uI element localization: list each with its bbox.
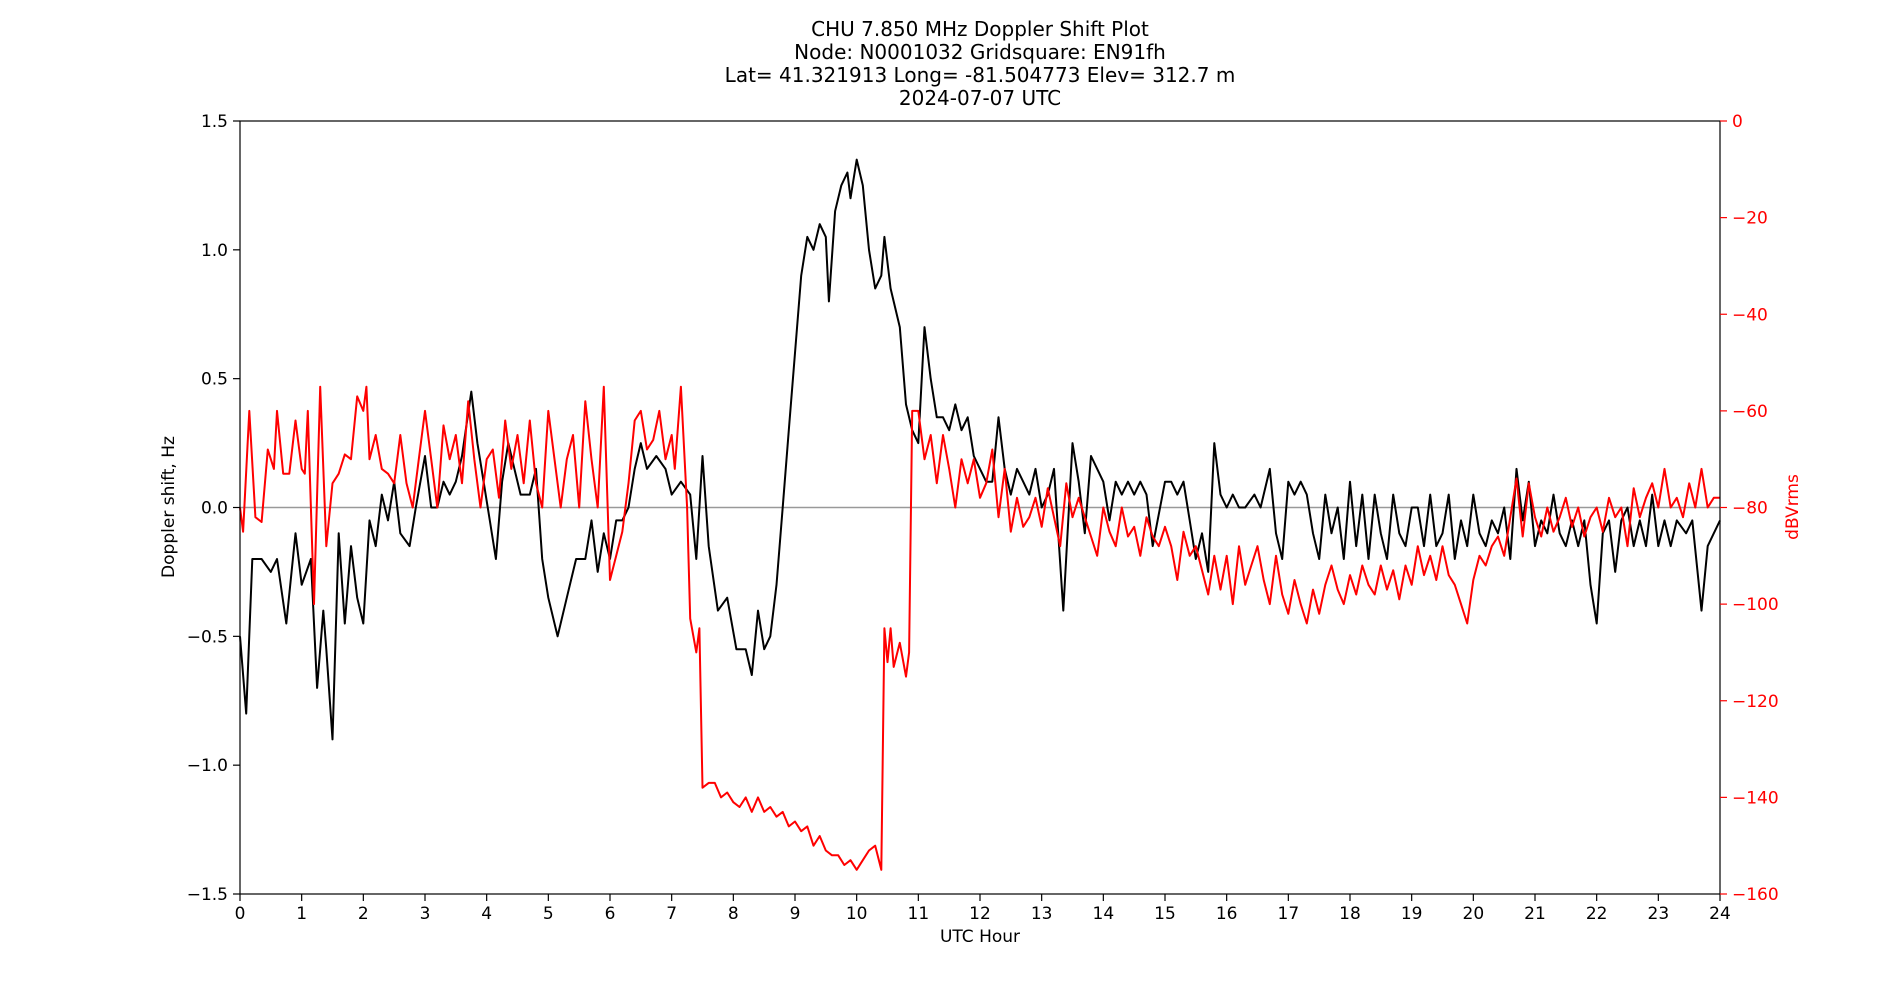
y-left-tick-label: 0.0	[201, 499, 228, 519]
x-tick-label: 10	[846, 904, 868, 924]
y-right-tick-label: −40	[1732, 305, 1768, 325]
chart-title: CHU 7.850 MHz Doppler Shift Plot Node: N…	[725, 17, 1236, 110]
x-tick-label: 1	[296, 904, 307, 924]
x-tick-label: 16	[1216, 904, 1238, 924]
x-tick-label: 2	[358, 904, 369, 924]
y-left-tick-label: −0.5	[187, 627, 228, 647]
x-tick-label: 19	[1401, 904, 1423, 924]
y-left-tick-label: 1.5	[201, 112, 228, 132]
y-right-tick-label: −80	[1732, 499, 1768, 519]
y-right-axis-label: dBVrms	[1783, 474, 1803, 540]
x-tick-label: 5	[543, 904, 554, 924]
y-left-axis-label: Doppler shift, Hz	[159, 436, 179, 578]
y-right-tick-label: −100	[1732, 595, 1779, 615]
y-left-tick-label: 0.5	[201, 370, 228, 390]
x-tick-label: 11	[908, 904, 930, 924]
x-tick-label: 21	[1524, 904, 1546, 924]
doppler-series-line	[239, 158, 1721, 741]
x-tick-label: 17	[1278, 904, 1300, 924]
x-tick-label: 9	[790, 904, 801, 924]
y-right-tick-label: −140	[1732, 788, 1779, 808]
x-tick-label: 12	[969, 904, 991, 924]
x-tick-label: 4	[481, 904, 492, 924]
x-tick-label: 20	[1463, 904, 1485, 924]
x-tick-label: 23	[1648, 904, 1670, 924]
x-tick-label: 18	[1339, 904, 1361, 924]
y-right-tick-label: −60	[1732, 402, 1768, 422]
title-line-3: Lat= 41.321913 Long= -81.504773 Elev= 31…	[725, 63, 1236, 87]
y-right-tick-label: −20	[1732, 209, 1768, 229]
x-tick-label: 6	[605, 904, 616, 924]
y-right-tick-label: −160	[1732, 885, 1779, 905]
title-line-1: CHU 7.850 MHz Doppler Shift Plot	[811, 17, 1149, 41]
y-left-tick-label: −1.5	[187, 885, 228, 905]
x-tick-label: 3	[420, 904, 431, 924]
title-line-4: 2024-07-07 UTC	[899, 86, 1061, 110]
x-tick-label: 7	[666, 904, 677, 924]
x-tick-label: 13	[1031, 904, 1053, 924]
x-tick-label: 24	[1709, 904, 1731, 924]
x-tick-label: 8	[728, 904, 739, 924]
x-tick-label: 15	[1154, 904, 1176, 924]
y-left-tick-label: 1.0	[201, 241, 228, 261]
power-series-line	[239, 385, 1720, 871]
plot-area: 0 1 2 3 4 5 6 7 8 9 10 11 12 13 14 15 16 17 18 19 20 21 22 23 24…	[187, 112, 1779, 924]
title-line-2: Node: N0001032 Gridsquare: EN91fh	[794, 40, 1166, 64]
y-right-tick-label: −120	[1732, 692, 1779, 712]
x-axis-label: UTC Hour	[940, 927, 1020, 947]
y-left-tick-label: −1.0	[187, 756, 228, 776]
y-right-tick-label: 0	[1732, 112, 1743, 132]
x-tick-label: 0	[235, 904, 246, 924]
x-tick-label: 22	[1586, 904, 1608, 924]
x-tick-label: 14	[1093, 904, 1115, 924]
